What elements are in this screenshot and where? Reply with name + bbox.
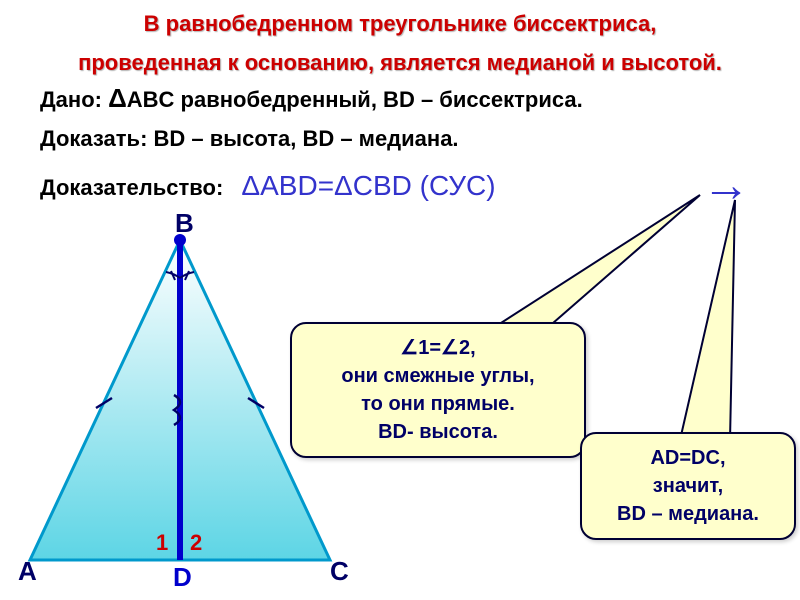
callout2-line2: значит, [598,472,778,500]
callout1-line4: BD- высота. [308,418,568,446]
vertex-a: A [18,556,37,587]
vertex-d: D [173,562,192,593]
callout2-line1: AD=DC, [598,444,778,472]
callout-2: AD=DC, значит, BD – медиана. [580,432,796,540]
callout1-line2: они смежные углы, [308,362,568,390]
vertex-b: B [175,208,194,239]
triangle-diagram [0,0,400,600]
callout1-line1: ∠1=∠2, [308,334,568,362]
angle-2: 2 [190,530,202,556]
angle-1: 1 [156,530,168,556]
callout1-line3: то они прямые. [308,390,568,418]
arrow-icon: → [702,158,750,213]
vertex-c: C [330,556,349,587]
callout2-line3: BD – медиана. [598,500,778,528]
callout-1: ∠1=∠2, они смежные углы, то они прямые. … [290,322,586,458]
